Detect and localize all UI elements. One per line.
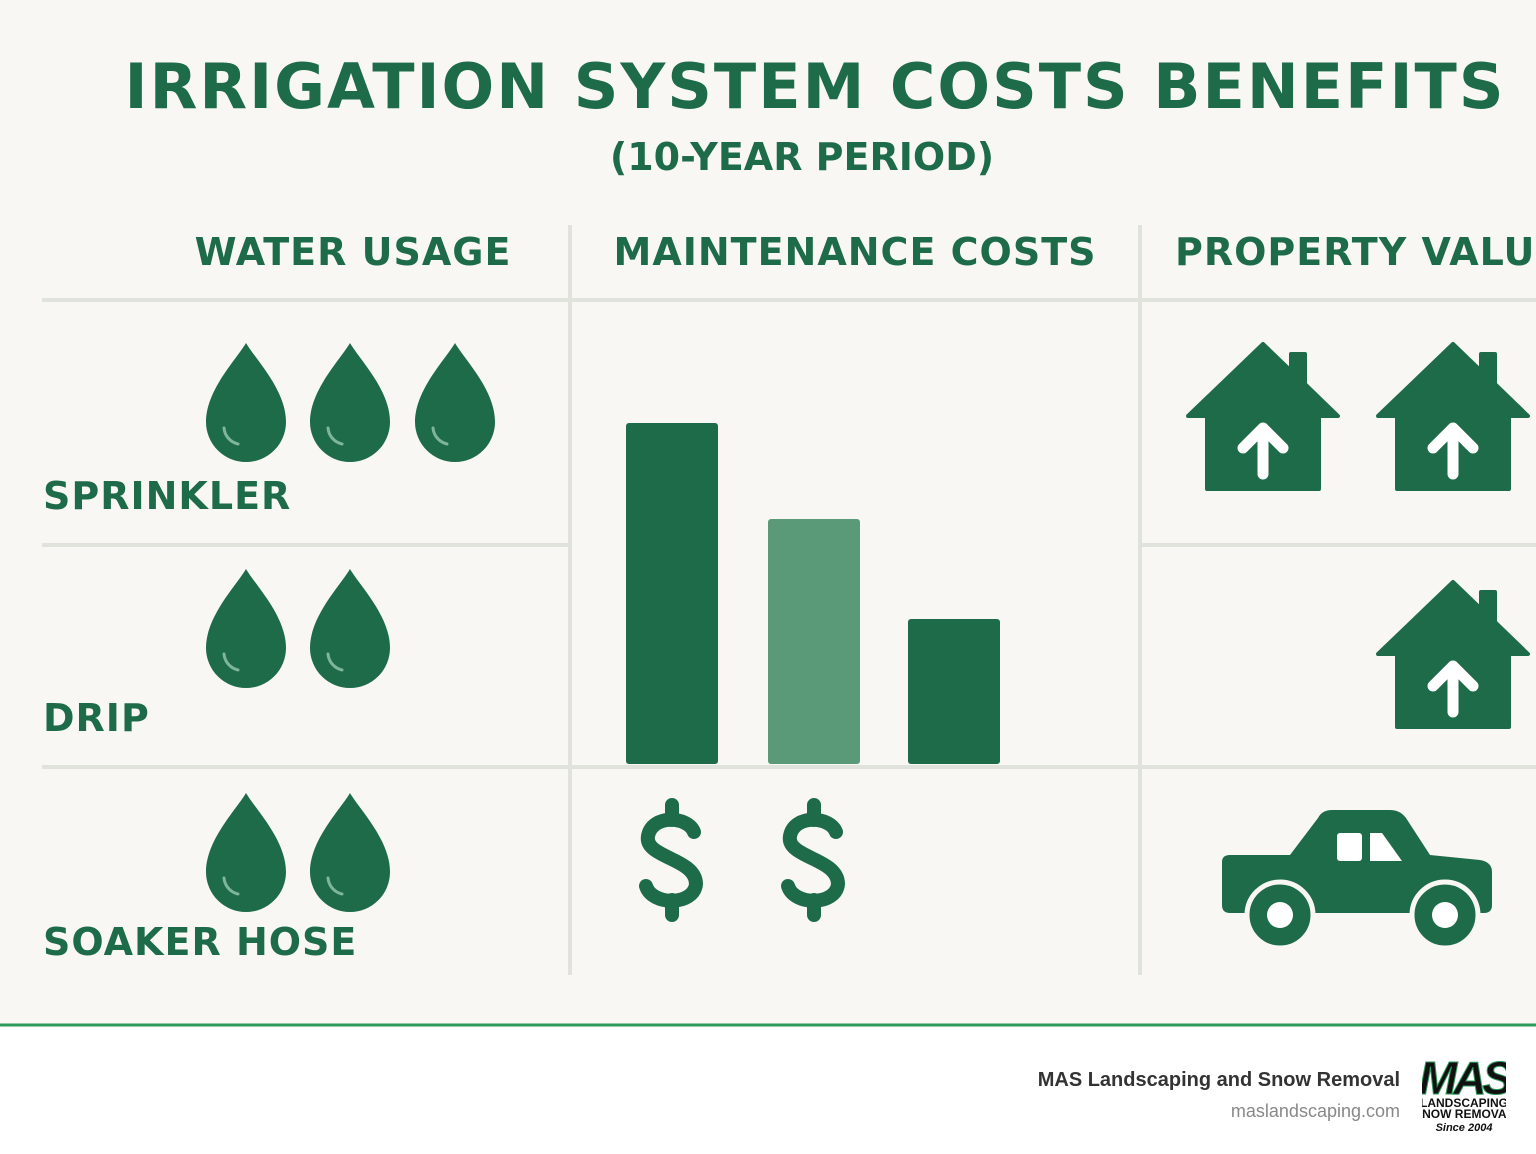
row-label: DRIP: [43, 696, 150, 740]
house-icon: [1378, 344, 1528, 489]
logo-text: Since 2004: [1436, 1122, 1493, 1134]
cost-bar: [626, 423, 718, 764]
row-label: SPRINKLER: [43, 474, 291, 518]
title: IRRIGATION SYSTEM COSTS BENEFITS: [125, 50, 1506, 123]
water-drop: [413, 341, 497, 464]
company-name: MAS Landscaping and Snow Removal: [1038, 1069, 1400, 1091]
column-header: MAINTENANCE COSTS: [614, 230, 1097, 274]
company-url: maslandscaping.com: [1231, 1101, 1400, 1121]
water-drop: [308, 791, 392, 914]
column-header: PROPERTY VALUE: [1175, 230, 1536, 274]
logo-text: LANDSCAPING: [1420, 1096, 1508, 1110]
subtitle: (10-YEAR PERIOD): [610, 135, 994, 179]
house-icon: [1378, 582, 1528, 727]
cost-bar: [908, 619, 1000, 764]
water-drop: [308, 341, 392, 464]
water-drop: [204, 791, 288, 914]
row-label: SOAKER HOSE: [43, 920, 357, 964]
footer: [0, 1026, 1536, 1154]
logo-text: SNOW REMOVAL: [1414, 1107, 1514, 1121]
cost-bar: [768, 519, 860, 764]
column-header: WATER USAGE: [195, 230, 512, 274]
water-drop: [308, 567, 392, 690]
water-drop: [204, 567, 288, 690]
dollar-icon: [646, 805, 696, 915]
house-icon: [1188, 344, 1338, 489]
water-drop: [204, 341, 288, 464]
logo-mark: MAS: [1419, 1052, 1514, 1104]
truck-icon: [1222, 810, 1492, 951]
logo: MAS LANDSCAPING SNOW REMOVAL Since 2004: [1414, 1052, 1514, 1135]
grid: [42, 225, 1536, 975]
dollar-icon: [788, 805, 838, 915]
content: IRRIGATION SYSTEM COSTS BENEFITS (10-YEA…: [42, 50, 1536, 975]
